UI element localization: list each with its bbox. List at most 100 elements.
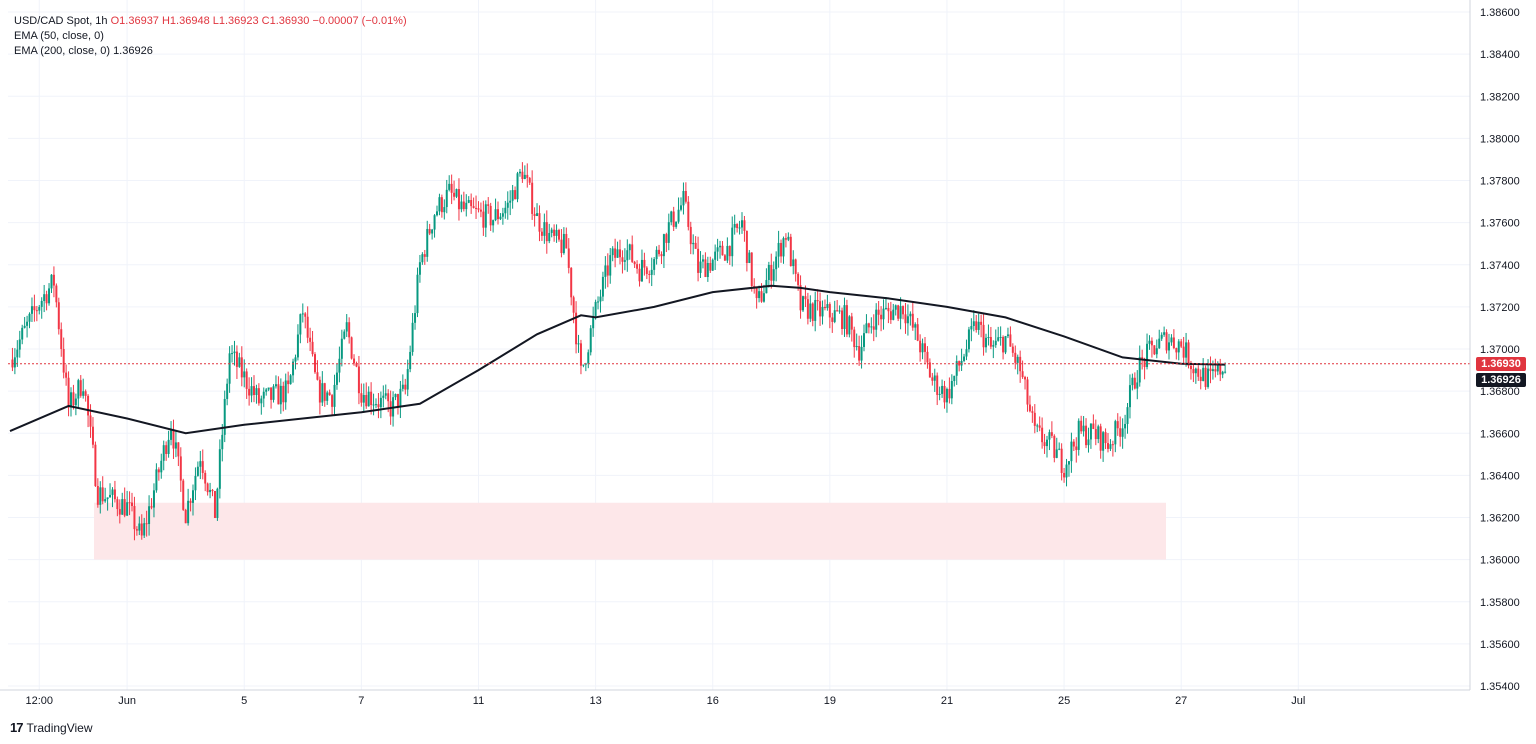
y-tick-label: 1.38200 — [1480, 91, 1520, 103]
candle-body — [689, 226, 692, 245]
candle-body — [987, 337, 990, 339]
tradingview-brand[interactable]: 17 TradingView — [10, 720, 93, 735]
candle-body — [1048, 432, 1051, 440]
candle-body — [667, 222, 670, 243]
y-tick-label: 1.36400 — [1480, 470, 1520, 482]
candle-body — [145, 523, 148, 525]
candle-body — [865, 323, 868, 334]
candle-body — [919, 340, 922, 353]
candle-body — [716, 247, 719, 252]
candle-body — [48, 288, 51, 304]
candle-body — [416, 274, 419, 314]
candle-body — [772, 269, 775, 281]
candle-body — [1128, 385, 1131, 408]
x-axis: 12:00 Jun 5 7 11 13 16 19 21 25 27 Jul — [26, 695, 1306, 707]
candle-body — [543, 222, 546, 236]
candle-body — [1028, 404, 1031, 412]
candle-body — [606, 265, 609, 276]
candle-body — [487, 204, 490, 206]
candle-body — [958, 361, 961, 366]
candle-body — [267, 387, 270, 390]
candle-body — [677, 209, 680, 222]
candle-body — [626, 250, 629, 261]
candle-body — [758, 291, 761, 299]
candle-body — [1170, 337, 1173, 343]
candle-body — [821, 306, 824, 317]
candle-body — [719, 245, 722, 248]
candle-body — [675, 221, 678, 227]
candle-body — [196, 466, 199, 476]
candle-body — [162, 445, 165, 461]
candle-body — [18, 339, 21, 350]
candle-body — [653, 259, 656, 270]
candle-body — [560, 239, 563, 254]
x-tick-label: 16 — [707, 695, 719, 707]
candle-body — [445, 189, 448, 208]
candle-body — [443, 207, 446, 213]
candle-body — [889, 311, 892, 320]
candle-body — [631, 244, 634, 262]
candle-body — [1050, 432, 1053, 436]
candle-body — [387, 393, 390, 402]
candle-body — [94, 444, 97, 486]
candle-body — [936, 375, 939, 395]
candle-body — [226, 383, 229, 399]
candle-body — [436, 211, 438, 216]
candle-body — [1209, 368, 1212, 372]
candle-body — [1006, 334, 1009, 337]
candle-body — [450, 183, 453, 193]
candle-body — [760, 291, 763, 302]
candle-body — [540, 231, 543, 236]
candle-body — [367, 391, 370, 407]
candle-body — [528, 177, 531, 183]
candle-body — [377, 404, 380, 408]
candle-body — [926, 351, 929, 363]
candle-body — [216, 488, 219, 518]
candle-body — [294, 357, 297, 362]
candle-body — [614, 248, 617, 258]
x-tick-label: 5 — [241, 695, 247, 707]
candle-body — [809, 303, 812, 319]
candle-body — [184, 509, 187, 524]
candle-body — [357, 366, 360, 394]
candle-body — [709, 262, 712, 271]
candle-body — [438, 197, 441, 212]
candle-body — [1033, 412, 1036, 426]
candle-body — [928, 362, 931, 378]
candle-body — [306, 316, 309, 338]
candle-body — [823, 306, 826, 309]
candle-body — [992, 345, 995, 347]
candle-body — [170, 429, 173, 440]
candle-body — [1150, 340, 1153, 346]
candle-body — [770, 264, 773, 281]
candle-body — [660, 254, 663, 257]
candle-body — [963, 356, 966, 361]
candle-body — [587, 352, 590, 364]
candle-body — [465, 202, 468, 210]
candle-body — [453, 192, 456, 197]
candle-body — [784, 238, 787, 240]
candle-body — [706, 262, 709, 278]
candle-body — [948, 388, 951, 399]
candle-body — [1146, 343, 1149, 368]
candle-body — [1194, 368, 1197, 374]
candle-body — [843, 305, 846, 330]
candle-body — [182, 480, 185, 510]
candle-body — [1192, 369, 1195, 374]
candle-body — [274, 384, 277, 387]
candle-body — [172, 429, 175, 449]
tradingview-logo-icon: 17 — [10, 720, 24, 735]
candle-body — [13, 357, 16, 368]
candle-body — [582, 364, 585, 366]
candle-body — [553, 229, 556, 236]
brand-name: TradingView — [26, 720, 93, 735]
candle-body — [1202, 367, 1205, 381]
candle-body — [1065, 464, 1068, 478]
candle-body — [592, 316, 595, 329]
candle-body — [648, 273, 651, 275]
candle-body — [670, 211, 673, 223]
candle-body — [848, 316, 851, 335]
candle-body — [533, 213, 536, 216]
candle-body — [248, 388, 251, 396]
